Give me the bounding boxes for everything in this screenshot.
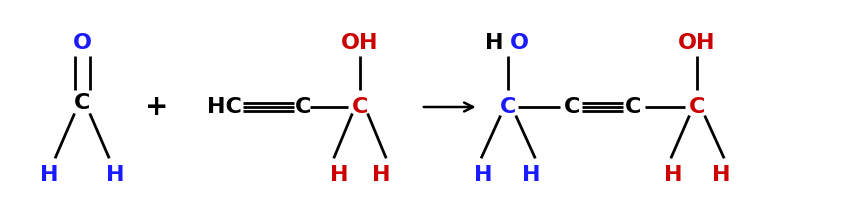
Text: H: H bbox=[484, 33, 503, 53]
Text: O: O bbox=[510, 33, 529, 53]
Text: O: O bbox=[73, 33, 91, 53]
Text: H: H bbox=[522, 165, 540, 186]
Text: OH: OH bbox=[341, 33, 379, 53]
Text: C: C bbox=[689, 97, 706, 117]
Text: OH: OH bbox=[678, 33, 716, 53]
Text: H: H bbox=[474, 165, 493, 186]
Text: C: C bbox=[563, 97, 580, 117]
Text: HC: HC bbox=[207, 97, 242, 117]
Text: H: H bbox=[711, 165, 730, 186]
Text: C: C bbox=[625, 97, 642, 117]
Text: C: C bbox=[295, 97, 312, 117]
Text: H: H bbox=[329, 165, 348, 186]
Text: H: H bbox=[372, 165, 390, 186]
Text: +: + bbox=[145, 93, 169, 121]
Text: C: C bbox=[352, 97, 368, 117]
Text: C: C bbox=[74, 93, 91, 113]
Text: H: H bbox=[106, 165, 125, 186]
Text: H: H bbox=[40, 165, 58, 186]
Text: C: C bbox=[500, 97, 517, 117]
Text: H: H bbox=[664, 165, 683, 186]
